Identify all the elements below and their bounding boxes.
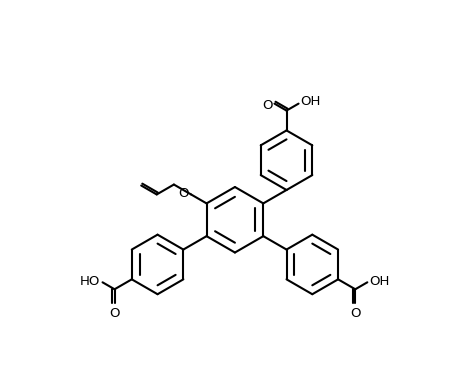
Text: OH: OH xyxy=(368,275,389,288)
Text: O: O xyxy=(262,99,272,112)
Text: OH: OH xyxy=(300,95,320,108)
Text: HO: HO xyxy=(80,275,100,288)
Text: O: O xyxy=(349,307,360,320)
Text: O: O xyxy=(178,187,189,200)
Text: O: O xyxy=(109,307,120,320)
